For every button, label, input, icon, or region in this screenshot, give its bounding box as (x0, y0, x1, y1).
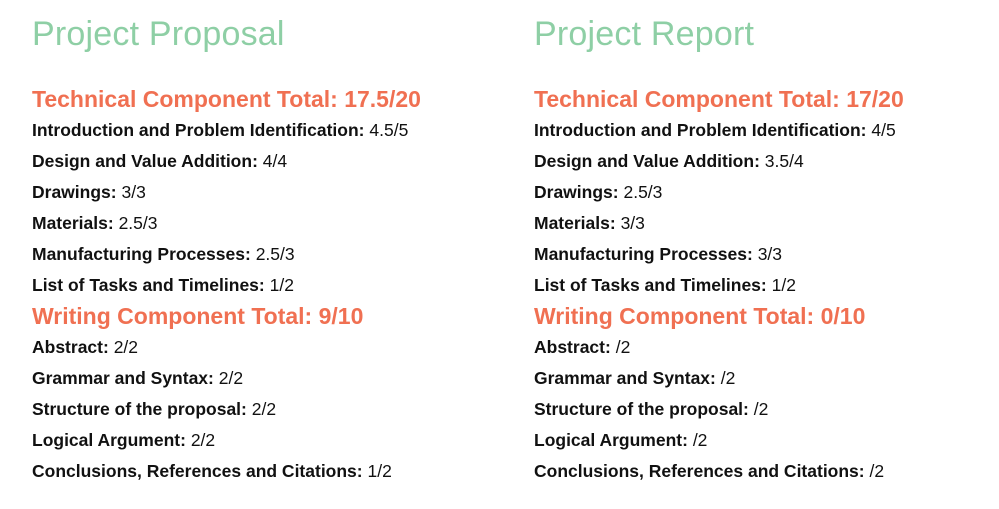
row-label: Conclusions, References and Citations: (32, 461, 363, 481)
row-score: 4/5 (871, 120, 896, 140)
proposal-row-manufacturing: Manufacturing Processes: 2.5/3 (32, 239, 502, 270)
row-label: Drawings: (32, 182, 117, 202)
proposal-row-drawings: Drawings: 3/3 (32, 177, 502, 208)
row-score: 2/2 (251, 399, 277, 419)
report-row-materials: Materials: 3/3 (534, 208, 999, 239)
report-row-introduction: Introduction and Problem Identification:… (534, 115, 999, 146)
row-label: Design and Value Addition: (534, 151, 760, 171)
proposal-row-logical: Logical Argument: 2/2 (32, 425, 502, 456)
report-column: Project Report Technical Component Total… (534, 14, 999, 487)
row-label: Introduction and Problem Identification: (534, 120, 867, 140)
row-label: Manufacturing Processes: (32, 244, 251, 264)
proposal-technical-total: Technical Component Total: 17.5/20 (32, 86, 421, 112)
report-row-design: Design and Value Addition: 3.5/4 (534, 146, 999, 177)
row-score: 3.5/4 (764, 151, 804, 171)
report-row-conclusions: Conclusions, References and Citations: /… (534, 456, 999, 487)
proposal-row-materials: Materials: 2.5/3 (32, 208, 502, 239)
row-score: 1/2 (367, 461, 392, 481)
row-label: Materials: (32, 213, 114, 233)
row-label: List of Tasks and Timelines: (534, 275, 767, 295)
row-score: 2.5/3 (118, 213, 158, 233)
proposal-row-introduction: Introduction and Problem Identification:… (32, 115, 502, 146)
proposal-row-design: Design and Value Addition: 4/4 (32, 146, 502, 177)
row-score: /2 (869, 461, 885, 481)
proposal-column: Project Proposal Technical Component Tot… (32, 14, 502, 487)
row-label: Abstract: (32, 337, 109, 357)
row-label: Grammar and Syntax: (32, 368, 214, 388)
row-label: Conclusions, References and Citations: (534, 461, 865, 481)
proposal-row-grammar: Grammar and Syntax: 2/2 (32, 363, 502, 394)
row-score: 2/2 (190, 430, 216, 450)
report-row-abstract: Abstract: /2 (534, 332, 999, 363)
row-score: 3/3 (757, 244, 783, 264)
row-score: 1/2 (269, 275, 294, 295)
row-score: 2/2 (113, 337, 139, 357)
row-label: List of Tasks and Timelines: (32, 275, 265, 295)
report-title: Project Report (534, 15, 755, 53)
row-score: 2.5/3 (255, 244, 295, 264)
row-label: Design and Value Addition: (32, 151, 258, 171)
report-row-logical: Logical Argument: /2 (534, 425, 999, 456)
row-score: /2 (720, 368, 736, 388)
row-score: 2.5/3 (623, 182, 663, 202)
proposal-writing-total: Writing Component Total: 9/10 (32, 303, 364, 329)
report-row-grammar: Grammar and Syntax: /2 (534, 363, 999, 394)
proposal-title: Project Proposal (32, 15, 285, 53)
row-label: Logical Argument: (32, 430, 186, 450)
report-technical-total: Technical Component Total: 17/20 (534, 86, 904, 112)
row-label: Introduction and Problem Identification: (32, 120, 365, 140)
row-label: Structure of the proposal: (32, 399, 247, 419)
row-label: Structure of the proposal: (534, 399, 749, 419)
row-score: 3/3 (620, 213, 645, 233)
row-label: Abstract: (534, 337, 611, 357)
row-score: /2 (692, 430, 708, 450)
report-writing-total: Writing Component Total: 0/10 (534, 303, 866, 329)
row-label: Manufacturing Processes: (534, 244, 753, 264)
row-score: 3/3 (121, 182, 146, 202)
row-score: 1/2 (771, 275, 796, 295)
proposal-row-tasks: List of Tasks and Timelines: 1/2 (32, 270, 502, 301)
row-score: 4.5/5 (369, 120, 409, 140)
proposal-row-conclusions: Conclusions, References and Citations: 1… (32, 456, 502, 487)
row-label: Drawings: (534, 182, 619, 202)
proposal-row-abstract: Abstract: 2/2 (32, 332, 502, 363)
row-label: Materials: (534, 213, 616, 233)
report-row-tasks: List of Tasks and Timelines: 1/2 (534, 270, 999, 301)
row-score: 4/4 (262, 151, 288, 171)
row-score: /2 (615, 337, 631, 357)
row-label: Grammar and Syntax: (534, 368, 716, 388)
row-label: Logical Argument: (534, 430, 688, 450)
report-row-drawings: Drawings: 2.5/3 (534, 177, 999, 208)
row-score: /2 (753, 399, 769, 419)
report-row-manufacturing: Manufacturing Processes: 3/3 (534, 239, 999, 270)
row-score: 2/2 (218, 368, 244, 388)
report-row-structure: Structure of the proposal: /2 (534, 394, 999, 425)
proposal-row-structure: Structure of the proposal: 2/2 (32, 394, 502, 425)
